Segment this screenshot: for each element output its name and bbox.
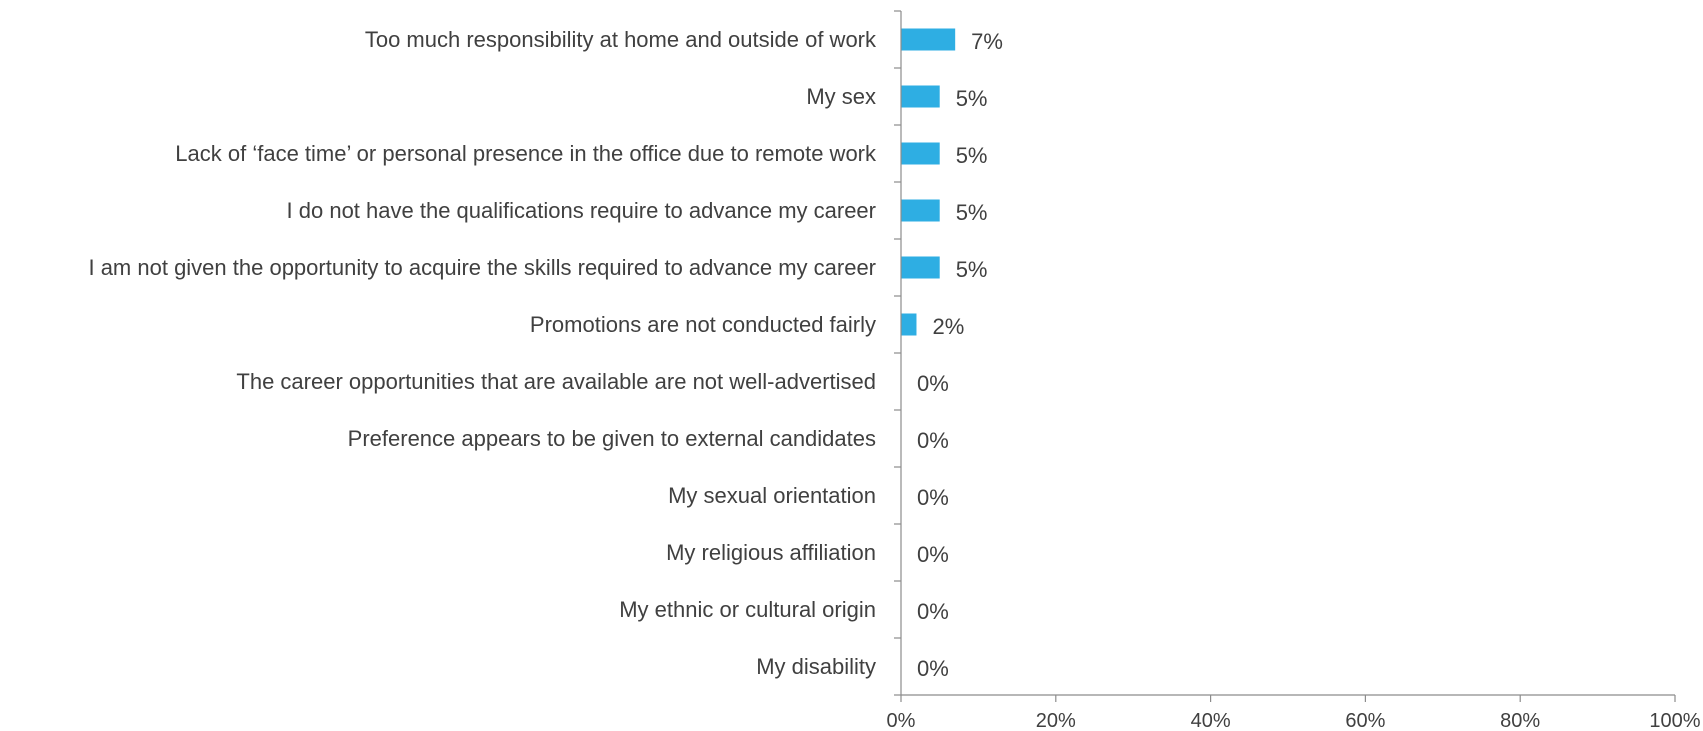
value-label: 0% <box>917 371 949 396</box>
value-tick-label: 0% <box>887 710 916 731</box>
value-label: 7% <box>971 29 1003 54</box>
bar <box>901 28 956 51</box>
category-labels: Too much responsibility at home and outs… <box>88 27 877 679</box>
value-label: 0% <box>917 656 949 681</box>
bars-group <box>901 28 956 336</box>
value-label: 5% <box>956 143 988 168</box>
category-label: I am not given the opportunity to acquir… <box>88 255 876 280</box>
category-label: My sexual orientation <box>668 483 876 508</box>
value-label: 0% <box>917 599 949 624</box>
bar <box>901 256 940 279</box>
value-tick-label: 40% <box>1191 710 1231 731</box>
bar <box>901 142 940 165</box>
value-label: 5% <box>956 200 988 225</box>
value-label: 0% <box>917 542 949 567</box>
category-axis-ticks <box>894 10 901 696</box>
bar <box>901 199 940 222</box>
value-axis-tick-labels: 0% 20% 40% 60% 80% 100% <box>887 710 1701 731</box>
value-label: 0% <box>917 428 949 453</box>
category-label: Too much responsibility at home and outs… <box>365 27 877 52</box>
category-label: Lack of ‘face time’ or personal presence… <box>175 141 877 166</box>
value-tick-label: 60% <box>1345 710 1385 731</box>
value-label: 5% <box>956 86 988 111</box>
value-tick-label: 100% <box>1649 710 1700 731</box>
value-label: 5% <box>956 257 988 282</box>
value-labels: 7% 5% 5% 5% 5% 2% 0% 0% 0% 0% 0% 0% <box>917 29 1003 681</box>
value-tick-label: 20% <box>1036 710 1076 731</box>
bar <box>901 85 940 108</box>
category-label: My ethnic or cultural origin <box>619 597 876 622</box>
category-label: My religious affiliation <box>666 540 876 565</box>
category-label: My sex <box>806 84 876 109</box>
category-label: My disability <box>756 654 876 679</box>
value-label: 2% <box>932 314 964 339</box>
category-label: Promotions are not conducted fairly <box>530 312 876 337</box>
category-label: Preference appears to be given to extern… <box>348 426 876 451</box>
value-tick-label: 80% <box>1500 710 1540 731</box>
value-axis-ticks <box>900 695 1676 702</box>
value-label: 0% <box>917 485 949 510</box>
bar <box>901 313 917 336</box>
category-label: I do not have the qualifications require… <box>287 198 876 223</box>
category-label: The career opportunities that are availa… <box>236 369 876 394</box>
